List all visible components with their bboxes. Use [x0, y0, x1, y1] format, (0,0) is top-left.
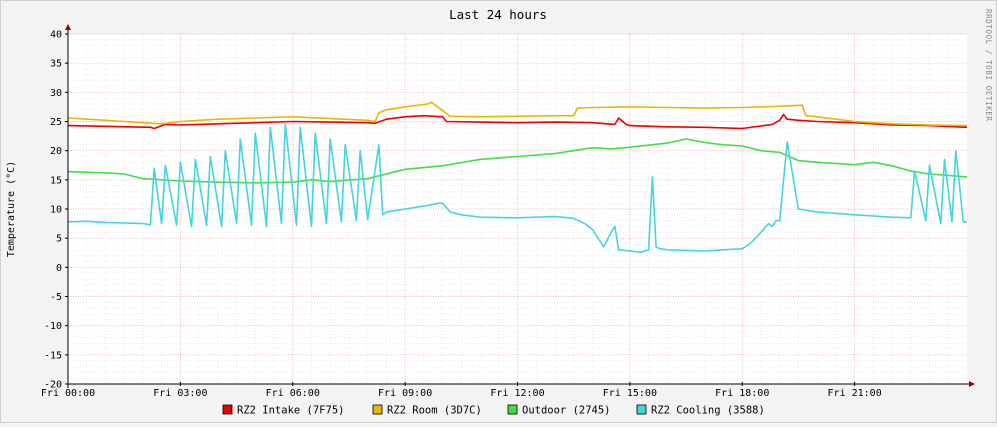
legend-swatch	[372, 404, 383, 415]
series-line-1	[67, 113, 968, 130]
x-tick-label: Fri 15:00	[603, 388, 657, 399]
y-axis-label: Temperature (°C)	[6, 161, 17, 257]
watermark: RRDTOOL / TOBI OETIKER	[984, 9, 993, 122]
x-tick-label: Fri 09:00	[378, 388, 432, 399]
legend-swatch	[636, 404, 647, 415]
y-tick-label: -20	[44, 380, 62, 391]
legend-swatch	[222, 404, 233, 415]
series-line-3	[67, 138, 968, 184]
legend-label: Outdoor (2745)	[522, 405, 611, 417]
series-lines	[67, 101, 968, 253]
y-tick-label: -15	[44, 350, 62, 361]
legend: RZ2 Intake (7F75) RZ2 Room (3D7C) Outdoor …	[222, 404, 765, 417]
legend-label: RZ2 Cooling (3588)	[651, 405, 765, 417]
x-tick-label: Fri 06:00	[266, 388, 320, 399]
y-tick-label: 20	[50, 146, 62, 157]
legend-label: RZ2 Intake (7F75)	[237, 405, 344, 417]
x-axis-arrow	[969, 381, 975, 387]
y-tick-label: 35	[50, 59, 62, 70]
x-tick-label: Fri 00:00	[41, 388, 95, 399]
x-tick-label: Fri 03:00	[153, 388, 207, 399]
series-line-4	[67, 123, 967, 253]
y-tick-label: 30	[50, 88, 62, 99]
x-tick-label: Fri 12:00	[490, 388, 544, 399]
series-line-2	[67, 101, 968, 127]
y-tick-label: 15	[50, 175, 62, 186]
chart-title: Last 24 hours	[449, 7, 547, 22]
legend-swatch	[507, 404, 518, 415]
y-tick-label: 25	[50, 117, 62, 128]
y-tick-label: 10	[50, 205, 62, 216]
x-tick-label: Fri 21:00	[828, 388, 882, 399]
y-axis-arrow	[65, 24, 71, 30]
y-tick-label: 5	[56, 234, 62, 245]
y-tick-label: -10	[44, 321, 62, 332]
x-tick-labels: Fri 00:00 Fri 03:00 Fri 06:00 Fri 09:00 Fri …	[41, 382, 882, 399]
y-tick-label: 0	[56, 263, 62, 274]
legend-label: RZ2 Room (3D7C)	[387, 405, 482, 417]
y-tick-labels: -20 -15 -10 -5 0 5 10 15 20 25 30 35 40	[44, 30, 68, 391]
x-tick-label: Fri 18:00	[715, 388, 769, 399]
axes	[65, 24, 975, 388]
y-tick-label: 40	[50, 30, 62, 41]
y-tick-label: -5	[50, 292, 62, 303]
